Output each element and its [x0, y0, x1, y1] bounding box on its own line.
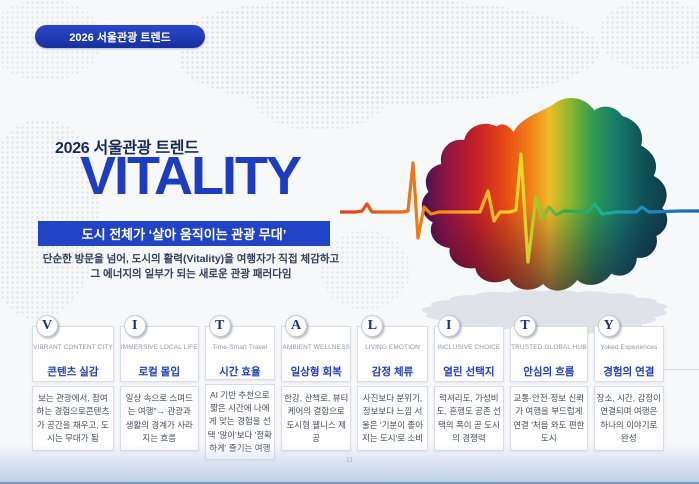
letter-badge: V	[36, 315, 58, 337]
trend-cards-row: V VIBRANT CONTENT CITY 콘텐츠 실감 보는 관광에서, 참…	[32, 315, 664, 460]
card-title-ko: 콘텐츠 실감	[47, 366, 99, 378]
trend-card-body: 교통·안전·정보 신뢰가 여행을 부드럽게 연결 '처음 와도 편한 도시	[510, 386, 588, 451]
letter-badge-label: T	[520, 318, 530, 333]
card-body-text: 럭셔리도, 가성비도, 혼행도 공존 선택의 폭이 곧 도시의 경쟁력	[436, 393, 501, 443]
trend-card: T Time-Smart Travel 시간 효율 AI 기반 추천으로 짧은 …	[204, 315, 276, 460]
trend-card: I INCLUSIVE CHOICE 열린 선택지 럭셔리도, 가성비도, 혼행…	[433, 315, 505, 451]
card-title-ko: 경험의 연결	[603, 366, 655, 378]
trend-card: A AMBIENT WELLNESS 일상형 회복 한강, 산책로, 뷰티케어의…	[281, 315, 352, 451]
card-caption-en: LIVING EMOTION	[365, 344, 420, 351]
card-caption-en: INCLUSIVE CHOICE	[437, 344, 501, 351]
subtitle-line-2: 그 에너지의 일부가 되는 새로운 관광 패러다임	[90, 268, 292, 281]
letter-badge: I	[437, 315, 460, 337]
card-body-text: 한강, 산책로, 뷰티케어의 결합으로 도시형 웰니스 제공	[284, 393, 349, 443]
letter-badge: A	[285, 315, 308, 337]
card-caption-en: TRUSTED GLOBAL HUB	[511, 344, 587, 351]
card-title-ko: 안심의 흐름	[523, 366, 575, 378]
letter-badge: L	[361, 315, 384, 337]
world-map-dots	[600, 0, 699, 70]
letter-badge-label: I	[132, 318, 138, 333]
letter-badge: T	[208, 315, 231, 337]
card-body-text: 보는 관광에서, 참여하는 경험으로콘텐츠가 공간을 채우고, 도시는 무대가 …	[36, 393, 110, 443]
kicker-heading: 2026 서울관광 트렌드	[55, 140, 199, 157]
card-title-ko: 일상형 회복	[290, 366, 342, 378]
letter-badge-label: Y	[603, 318, 614, 333]
heartbeat-line	[340, 152, 699, 264]
card-title-ko: 열린 선택지	[443, 366, 495, 378]
trend-card: Y Yoked Experiences 경험의 연결 장소, 시간, 감정이 연…	[593, 315, 664, 451]
card-body-text: 교통·안전·정보 신뢰가 여행을 부드럽게 연결 '처음 와도 편한 도시	[513, 393, 585, 443]
top-badge: 2026 서울관광 트렌드	[35, 25, 205, 48]
card-title-ko: 감정 체류	[371, 366, 414, 378]
title-banner-label: 도시 전체가 ‘살아 움직이는 관광 무대’	[81, 227, 287, 242]
letter-badge-label: I	[445, 318, 452, 333]
letter-badge-label: V	[41, 318, 53, 333]
bottom-gradient-bar	[0, 444, 699, 484]
trend-card: L LIVING EMOTION 감정 체류 사진보다 분위기, 정보보다 느낌…	[357, 315, 428, 451]
decorative-line	[663, 369, 699, 370]
seoul-map-heartbeat-graphic	[340, 98, 699, 336]
letter-badge-label: L	[367, 318, 378, 333]
main-title: VITALITY	[80, 146, 302, 206]
letter-badge: T	[514, 315, 537, 337]
trend-card-header: INCLUSIVE CHOICE 열린 선택지	[433, 326, 505, 382]
letter-badge: Y	[597, 315, 620, 337]
card-title-ko: 시간 효율	[219, 366, 261, 378]
world-map-dots	[320, 230, 410, 310]
card-title-ko: 로컬 몰입	[138, 366, 180, 378]
card-caption-en: IMMERSIVE LOCAL LIFE	[120, 344, 198, 351]
trend-card: T TRUSTED GLOBAL HUB 안심의 흐름 교통·안전·정보 신뢰가…	[510, 315, 588, 451]
card-caption-en: Time-Smart Travel	[212, 344, 268, 351]
trend-card-body: 한강, 산책로, 뷰티케어의 결합으로 도시형 웰니스 제공	[281, 386, 352, 451]
letter-badge-label: A	[290, 318, 302, 333]
subtitle: 단순한 방문을 넘어, 도시의 활력(Vitality)을 여행자가 직접 체감…	[10, 252, 372, 282]
trend-card-body: 사진보다 분위기, 정보보다 느낌 서울은 '기분이 좋아지는 도시'로 소비	[357, 386, 428, 451]
card-body-text: 사진보다 분위기, 정보보다 느낌 서울은 '기분이 좋아지는 도시'로 소비	[361, 393, 424, 443]
subtitle-line-1: 단순한 방문을 넘어, 도시의 활력(Vitality)을 여행자가 직접 체감…	[42, 253, 340, 265]
card-caption-en: Yoked Experiences	[600, 344, 658, 351]
trend-card: I IMMERSIVE LOCAL LIFE 로컬 몰입 일상 속으로 스며드는…	[119, 315, 199, 451]
trend-card-body: 럭셔리도, 가성비도, 혼행도 공존 선택의 폭이 곧 도시의 경쟁력	[433, 386, 505, 451]
card-body-text: 일상 속으로 스며드는 여행"→ 관광과 생활의 경계가 사라지는 흐름	[125, 393, 193, 443]
top-badge-label: 2026 서울관광 트렌드	[69, 31, 171, 44]
title-banner: 도시 전체가 ‘살아 움직이는 관광 무대’	[38, 221, 330, 246]
trend-card-body: 장소, 시간, 감정이 연결되며 여행은 하나의 이야기로 완성	[593, 386, 664, 451]
letter-badge: I	[123, 315, 146, 337]
card-caption-en: VIBRANT CONTENT CITY	[33, 344, 113, 351]
trend-card-body: 일상 속으로 스며드는 여행"→ 관광과 생활의 경계가 사라지는 흐름	[119, 386, 199, 451]
card-body-text: 장소, 시간, 감정이 연결되며 여행은 하나의 이야기로 완성	[596, 393, 661, 443]
world-map-dots	[250, 40, 390, 130]
letter-badge-label: T	[215, 318, 225, 333]
trend-card-body: 보는 관광에서, 참여하는 경험으로콘텐츠가 공간을 채우고, 도시는 무대가 …	[32, 386, 114, 451]
card-caption-en: AMBIENT WELLNESS	[282, 344, 350, 351]
trend-card: V VIBRANT CONTENT CITY 콘텐츠 실감 보는 관광에서, 참…	[32, 315, 114, 451]
trend-card-header: VIBRANT CONTENT CITY 콘텐츠 실감	[32, 326, 114, 382]
